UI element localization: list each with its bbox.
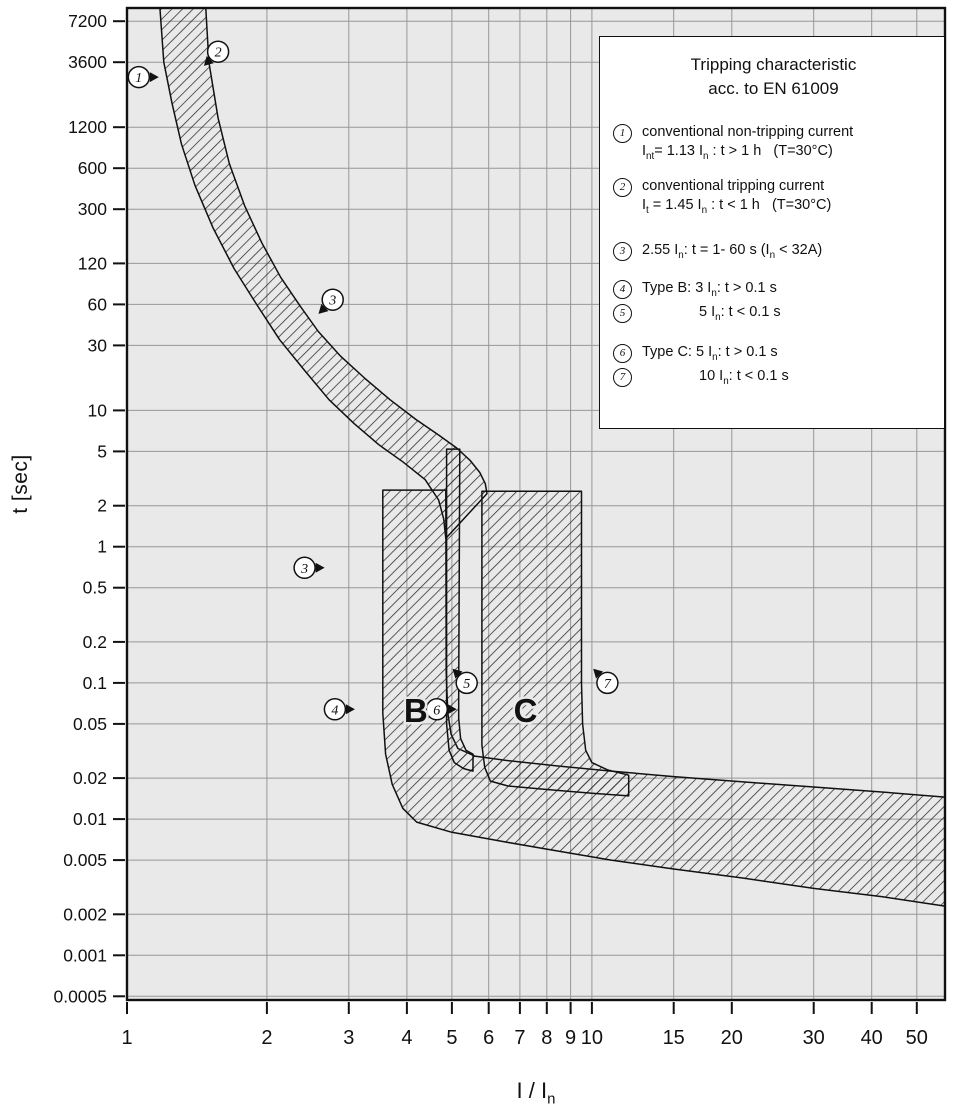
x-tick-label: 50 <box>906 1027 928 1049</box>
marker-number: 4 <box>331 703 338 718</box>
y-axis-ticks: 7200 3600 1200 600 300 120 60 30 10 5 2 1 0.5 0.2 0.1 0… <box>53 11 125 1006</box>
legend-item-6: 6 Type C: 5 In: t > 0.1 s <box>613 343 934 364</box>
x-tick-label: 10 <box>581 1027 603 1049</box>
curve-marker-6: 6 <box>425 698 457 721</box>
marker-arrow-icon <box>447 704 457 715</box>
x-tick-label: 4 <box>401 1027 412 1049</box>
y-tick-label: 0.0005 <box>53 986 107 1006</box>
marker-arrow-icon <box>315 562 325 573</box>
type-c-label: C <box>514 692 538 729</box>
plot-frame <box>125 6 947 1002</box>
legend-item-4: 4 Type B: 3 In: t > 0.1 s <box>613 279 934 300</box>
marker-arrow-icon <box>318 304 329 314</box>
tripping-bands <box>159 8 945 907</box>
legend-item-number: 6 <box>613 344 632 364</box>
marker-number: 6 <box>433 703 440 718</box>
legend-item-1: 1 conventional non-tripping current Int= 1… <box>613 123 934 161</box>
legend-item-number: 1 <box>613 123 632 143</box>
y-tick-label: 60 <box>88 294 108 314</box>
legend-item-number: 3 <box>613 242 632 262</box>
type-b-label: B <box>404 692 428 729</box>
curve-marker-2: 2 <box>203 40 230 66</box>
legend-title-line1: Tripping characteristic <box>690 55 857 74</box>
legend-item-2: 2 conventional tripping current It = 1.45 … <box>613 177 934 215</box>
marker-arrow-icon <box>203 56 214 66</box>
legend-item-text: 10 In: t < 0.1 s <box>699 368 789 387</box>
legend-item-number: 5 <box>613 304 632 324</box>
y-tick-label: 0.001 <box>63 945 107 965</box>
band-type-c-band <box>481 490 630 797</box>
marker-number: 1 <box>135 71 142 86</box>
curve-marker-3: 3 <box>318 288 344 314</box>
y-tick-label: 600 <box>78 158 107 178</box>
x-axis-ticks: 1 2 3 4 5 6 7 8 9 10 15 20 30 40 50 <box>121 1002 928 1049</box>
x-tick-label: 8 <box>541 1027 552 1049</box>
y-axis-title: t [sec] <box>9 454 32 514</box>
x-tick-label: 1 <box>121 1027 132 1049</box>
y-tick-label: 0.1 <box>83 673 107 693</box>
x-tick-label: 20 <box>721 1027 743 1049</box>
y-tick-label: 0.02 <box>73 768 107 788</box>
x-tick-label: 5 <box>446 1027 457 1049</box>
y-tick-label: 1200 <box>68 117 107 137</box>
y-tick-label: 3600 <box>68 52 107 72</box>
y-tick-label: 0.5 <box>83 578 107 598</box>
y-tick-label: 0.2 <box>83 632 107 652</box>
curve-marker-3: 3 <box>293 556 325 580</box>
legend-item-number: 2 <box>613 177 632 197</box>
curve-marker-1: 1 <box>127 65 159 89</box>
x-tick-label: 2 <box>261 1027 272 1049</box>
y-tick-label: 0.01 <box>73 809 107 829</box>
y-tick-label: 0.005 <box>63 850 107 870</box>
legend-item-number: 7 <box>613 368 632 388</box>
y-tick-label: 5 <box>97 441 107 461</box>
legend-item-text: conventional non-tripping current Int= 1.… <box>642 123 854 162</box>
y-tick-label: 120 <box>78 253 107 273</box>
legend-item-text: Type B: 3 In: t > 0.1 s <box>642 280 777 299</box>
legend-items: 1 conventional non-tripping current Int= 1… <box>613 123 934 388</box>
curve-marker-4: 4 <box>323 698 355 721</box>
x-axis-title: I / In <box>516 1078 556 1108</box>
y-tick-label: 10 <box>88 400 108 420</box>
x-tick-label: 30 <box>803 1027 825 1049</box>
legend-box: Tripping characteristic acc. to EN 61009… <box>599 36 945 429</box>
curve-marker-7: 7 <box>593 668 619 695</box>
y-tick-label: 300 <box>78 199 107 219</box>
marker-arrow-icon <box>452 668 463 679</box>
x-tick-label: 6 <box>483 1027 494 1049</box>
y-tick-label: 2 <box>97 496 107 516</box>
legend-title-line2: acc. to EN 61009 <box>708 78 839 98</box>
x-tick-label: 15 <box>663 1027 685 1049</box>
legend-title: Tripping characteristic acc. to EN 61009 <box>613 53 934 101</box>
marker-number: 2 <box>215 46 222 61</box>
legend-item-text: 5 In: t < 0.1 s <box>699 304 781 323</box>
y-tick-label: 30 <box>88 335 108 355</box>
legend-item-number: 4 <box>613 280 632 300</box>
x-tick-label: 40 <box>861 1027 883 1049</box>
marker-number: 7 <box>604 677 612 692</box>
marker-arrow-icon <box>345 704 355 715</box>
curve-marker-5: 5 <box>452 668 478 695</box>
y-tick-label: 0.05 <box>73 714 107 734</box>
legend-item-3: 3 2.55 In: t = 1- 60 s (In < 32A) <box>613 241 934 262</box>
marker-arrow-icon <box>149 72 159 83</box>
y-tick-label: 7200 <box>68 11 107 31</box>
marker-arrow-icon <box>593 668 604 679</box>
legend-item-text: Type C: 5 In: t > 0.1 s <box>642 344 778 363</box>
legend-item-text: conventional tripping current It = 1.45 I… <box>642 177 832 216</box>
legend-item-5: 5 5 In: t < 0.1 s <box>613 303 934 324</box>
x-tick-label: 9 <box>565 1027 576 1049</box>
x-tick-label: 7 <box>514 1027 525 1049</box>
x-tick-label: 3 <box>343 1027 354 1049</box>
marker-number: 3 <box>300 562 308 577</box>
y-tick-label: 1 <box>97 537 107 557</box>
y-tick-label: 0.002 <box>63 904 107 924</box>
marker-number: 3 <box>328 294 336 309</box>
legend-item-7: 7 10 In: t < 0.1 s <box>613 367 934 388</box>
legend-item-text: 2.55 In: t = 1- 60 s (In < 32A) <box>642 242 823 261</box>
marker-number: 5 <box>463 677 470 692</box>
